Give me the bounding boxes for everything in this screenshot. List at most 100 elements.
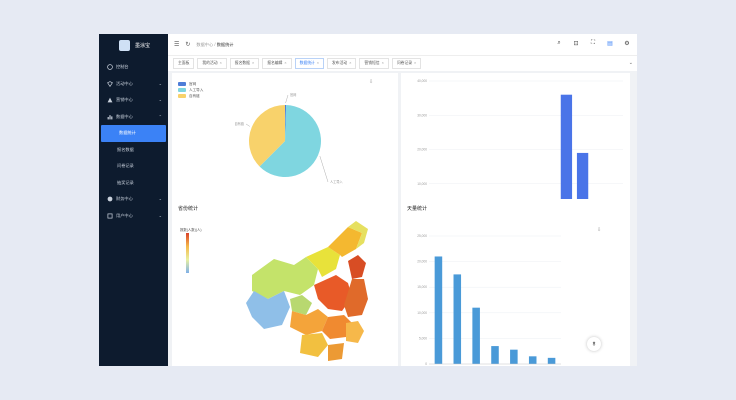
- map-region-shandong[interactable]: [348, 255, 366, 279]
- legend-item[interactable]: 人工导入: [178, 87, 203, 93]
- map-region-south[interactable]: [322, 315, 352, 339]
- close-icon[interactable]: ×: [284, 61, 287, 65]
- sidebar-menu: 控制台 活动中心 ⌄ 营销中心 ⌄ 数据中心 ⌃ 数据统计 报名数据 问卷记录 …: [99, 59, 168, 224]
- top-header: ☰ ↻ 数据中心 / 数据统计 ⌕ ⊡ ⛶ ▤ ⚙: [168, 34, 637, 55]
- close-icon[interactable]: ×: [349, 61, 352, 65]
- close-icon[interactable]: ×: [251, 61, 255, 65]
- chevron-down-icon: ⌄: [158, 212, 162, 218]
- app-logo[interactable]: 墨涂宝: [99, 34, 168, 56]
- back-to-top-button[interactable]: ↟: [587, 337, 601, 351]
- logo-icon: [119, 39, 130, 51]
- download-icon[interactable]: ⇩: [369, 79, 374, 85]
- pie-slice[interactable]: [285, 105, 287, 141]
- legend-label: 官网: [189, 81, 197, 86]
- home-icon: [107, 64, 113, 71]
- panel-title: 省份统计: [178, 206, 199, 212]
- bar[interactable]: [434, 256, 443, 364]
- sidebar-item-dashboard[interactable]: 控制台: [99, 59, 168, 76]
- bar[interactable]: [547, 357, 556, 364]
- map-region-qinghai[interactable]: [290, 295, 312, 315]
- pie-label: 自有链: [234, 121, 244, 126]
- sidebar-item-user[interactable]: 用户中心 ⌄: [99, 208, 168, 225]
- tab-2[interactable]: 报名数据 ×: [229, 58, 260, 69]
- app-title: 墨涂宝: [135, 42, 151, 49]
- tab-label: 营销短信: [364, 61, 380, 65]
- close-icon[interactable]: ×: [219, 61, 222, 65]
- map-region-far-northeast[interactable]: [348, 221, 368, 249]
- map-region-guangxi[interactable]: [328, 343, 344, 361]
- sidebar-item-marketing[interactable]: 营销中心 ⌄: [99, 92, 168, 109]
- chevron-down-icon: ⌄: [158, 196, 162, 201]
- tab-label: 数据统计: [299, 61, 315, 65]
- tab-5[interactable]: 发布活动 ×: [327, 58, 357, 69]
- map-region-east[interactable]: [344, 279, 368, 317]
- tab-1[interactable]: 我的活动 ×: [197, 58, 227, 69]
- sidebar-item-finance[interactable]: 财务中心 ⌄: [99, 191, 168, 208]
- bar[interactable]: [528, 356, 537, 364]
- sidebar-subitem-stats[interactable]: 数据统计: [101, 125, 166, 142]
- lock-icon[interactable]: ⊡: [573, 41, 579, 47]
- pie-slice[interactable]: [259, 105, 321, 177]
- bar[interactable]: [453, 274, 462, 364]
- map-region-northeast[interactable]: [328, 227, 362, 257]
- map-region-northwest[interactable]: [252, 257, 318, 299]
- china-map: [246, 221, 368, 361]
- tab-7[interactable]: 问卷记录 ×: [391, 58, 422, 69]
- tab-4[interactable]: 数据统计 ×: [294, 58, 325, 69]
- pie-slice[interactable]: [249, 105, 285, 167]
- map-region-north[interactable]: [306, 247, 340, 277]
- sidebar-subitem-survey[interactable]: 问卷记录: [99, 158, 168, 175]
- y-tick-label: 0: [425, 362, 427, 366]
- legend-label: 自有链: [189, 93, 200, 98]
- y-tick-label: 20,000: [417, 148, 427, 152]
- y-tick-label: 10,000: [417, 311, 427, 315]
- bar[interactable]: [560, 94, 573, 218]
- bar[interactable]: [491, 346, 499, 364]
- bar[interactable]: [510, 349, 518, 364]
- tab-bar: 主面板 我的活动 × 报名数据 × 报名编辑 × 数据统计 × 发布活动 × 营销短信 × 问卷记录 × ⌄: [168, 55, 637, 71]
- pie-label: 人工导入: [330, 179, 344, 184]
- arrow-up-icon: ↟: [591, 341, 597, 348]
- download-icon[interactable]: ⇩: [597, 227, 602, 233]
- sidebar-item-label: 数据中心: [116, 113, 133, 119]
- legend-item[interactable]: 自有链: [178, 93, 203, 99]
- search-icon[interactable]: ⌕: [557, 40, 561, 46]
- menu-toggle-icon[interactable]: ☰: [174, 42, 180, 48]
- y-tick-label: 25,000: [417, 234, 427, 238]
- sidebar-item-data[interactable]: 数据中心 ⌃: [99, 109, 168, 126]
- legend-item[interactable]: 官网: [178, 81, 203, 87]
- map-region-tibet[interactable]: [246, 291, 290, 329]
- document-icon[interactable]: ▤: [607, 41, 613, 47]
- close-icon[interactable]: ×: [381, 61, 384, 65]
- header-actions: ⌕ ⊡ ⛶ ▤ ⚙: [555, 40, 631, 47]
- chevron-up-icon: ⌃: [158, 113, 162, 119]
- alert-icon: [107, 97, 113, 103]
- sidebar-subitem-signup[interactable]: 报名数据: [99, 142, 168, 159]
- tab-6[interactable]: 营销短信 ×: [359, 58, 389, 69]
- map-region-yunnan[interactable]: [300, 333, 328, 357]
- close-icon[interactable]: ×: [414, 61, 417, 65]
- y-tick-label: 15,000: [417, 285, 427, 289]
- tab-3[interactable]: 报名编辑 ×: [262, 58, 292, 69]
- fullscreen-icon[interactable]: ⛶: [590, 40, 596, 46]
- close-icon[interactable]: ×: [316, 61, 320, 65]
- bar[interactable]: [576, 152, 589, 218]
- breadcrumb-parent[interactable]: 数据中心: [196, 41, 214, 47]
- gear-icon[interactable]: ⚙: [624, 41, 630, 47]
- y-tick-label: 40,000: [417, 79, 427, 83]
- pie-label-line: [285, 94, 289, 104]
- sidebar-item-label: 财务中心: [116, 196, 133, 202]
- sidebar-subitem-lottery[interactable]: 抽奖记录: [99, 175, 168, 192]
- tab-0[interactable]: 主面板: [173, 58, 195, 69]
- badge-icon: [107, 80, 113, 87]
- sidebar-item-activity[interactable]: 活动中心 ⌄: [99, 76, 168, 93]
- map-region-southeast[interactable]: [346, 321, 364, 343]
- map-legend-scale[interactable]: [186, 233, 189, 273]
- refresh-icon[interactable]: ↻: [185, 42, 191, 48]
- chevron-down-icon: ⌄: [158, 80, 162, 86]
- map-region-southwest[interactable]: [290, 309, 328, 335]
- tabs-dropdown-icon[interactable]: ⌄: [628, 60, 633, 66]
- bar[interactable]: [472, 307, 480, 364]
- map-region-central[interactable]: [314, 275, 352, 311]
